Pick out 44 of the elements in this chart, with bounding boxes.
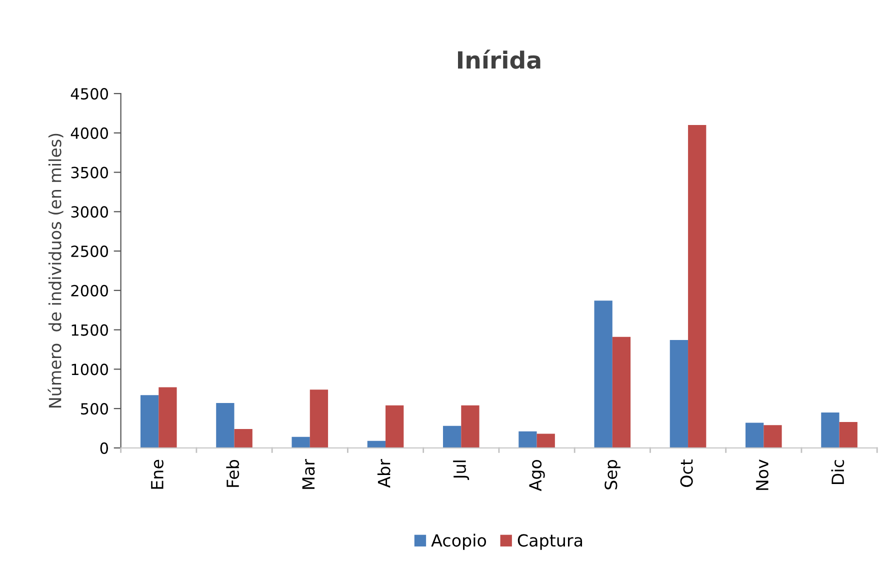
x-tick-label: Dic xyxy=(831,460,844,484)
y-tick-label: 0 xyxy=(100,442,108,454)
y-tick-label: 1500 xyxy=(72,324,108,336)
y-tick-label: 1000 xyxy=(72,364,108,376)
bar xyxy=(821,412,840,448)
y-tick-label: 2000 xyxy=(71,284,108,296)
bar xyxy=(140,395,159,448)
bar xyxy=(536,434,555,448)
y-tick-label: 4500 xyxy=(70,88,108,100)
x-tick-label: Abr xyxy=(377,459,390,488)
chart-title: Inírida xyxy=(458,50,540,69)
y-tick-label: 4000 xyxy=(70,127,108,139)
x-tick-label: Sep xyxy=(604,460,620,490)
bar xyxy=(234,429,252,448)
x-tick-label: Feb xyxy=(226,460,240,487)
bar xyxy=(594,300,612,448)
bar xyxy=(746,422,764,448)
bar xyxy=(292,436,310,448)
bar xyxy=(461,405,480,448)
x-tick-label: Ene xyxy=(151,460,164,489)
legend-label: Captura xyxy=(518,534,582,550)
bar xyxy=(839,422,858,448)
y-tick-label: 3500 xyxy=(71,166,108,178)
x-tick-label: Jul xyxy=(453,460,470,480)
bar xyxy=(386,405,404,448)
bar xyxy=(612,336,631,448)
y-tick-label: 2500 xyxy=(71,246,108,258)
legend-label: Acopio xyxy=(431,534,486,550)
y-tick-label: 500 xyxy=(81,403,108,415)
x-tick-label: Ago xyxy=(529,460,545,492)
x-tick-label: Oct xyxy=(680,459,693,487)
bar xyxy=(310,390,328,448)
bar xyxy=(443,426,462,448)
bar xyxy=(518,431,537,448)
bar xyxy=(367,440,386,448)
bar xyxy=(688,125,706,448)
bar xyxy=(764,425,782,448)
bar xyxy=(158,387,177,448)
y-tick-label: 3000 xyxy=(71,206,108,218)
bar xyxy=(216,403,234,448)
x-tick-label: Nov xyxy=(756,460,768,490)
x-tick-label: Mar xyxy=(302,459,315,489)
bar xyxy=(670,340,688,448)
y-axis-title: Número de individuos (en miles) xyxy=(48,134,64,408)
